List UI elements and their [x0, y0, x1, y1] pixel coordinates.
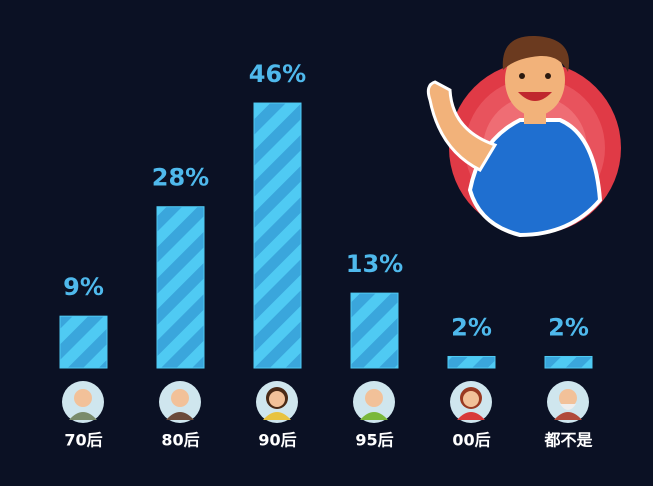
- value-label: 9%: [63, 273, 104, 301]
- value-label: 2%: [451, 313, 492, 341]
- category-label: 都不是: [543, 431, 592, 450]
- bar: [447, 355, 496, 369]
- category-label: 95后: [355, 431, 393, 450]
- bar: [544, 355, 593, 369]
- value-label: 46%: [249, 60, 306, 88]
- category-label: 00后: [452, 431, 490, 450]
- category-label: 70后: [64, 431, 102, 450]
- bar: [253, 102, 302, 369]
- bar: [59, 315, 108, 369]
- avatars: [62, 381, 589, 423]
- value-label: 2%: [548, 313, 589, 341]
- value-label: 28%: [152, 164, 209, 192]
- category-label: 90后: [258, 431, 296, 450]
- value-label: 13%: [346, 250, 403, 278]
- category-label: 80后: [161, 431, 199, 450]
- bar: [350, 292, 399, 369]
- character-illustration: [426, 35, 621, 238]
- bar: [156, 206, 205, 369]
